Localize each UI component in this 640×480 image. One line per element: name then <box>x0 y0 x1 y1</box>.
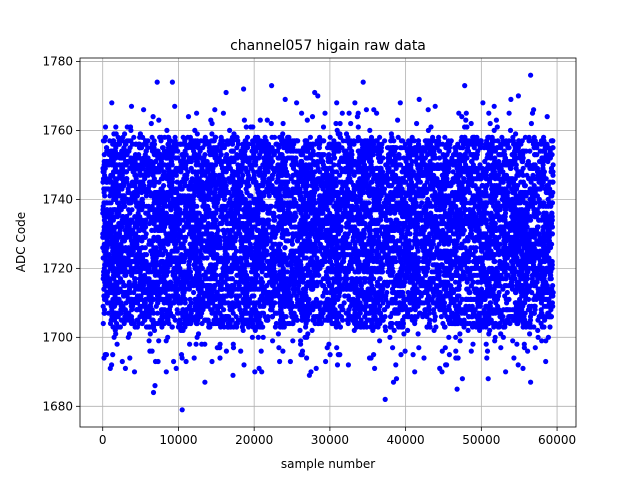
data-point <box>442 134 448 140</box>
data-point <box>550 145 556 151</box>
data-point <box>522 134 529 140</box>
data-point <box>363 200 369 206</box>
data-point <box>429 269 435 275</box>
data-point <box>278 307 284 313</box>
data-point <box>272 134 278 140</box>
data-point <box>249 293 255 299</box>
data-point <box>412 189 418 196</box>
data-point <box>377 134 383 140</box>
data-point <box>131 134 137 140</box>
data-point <box>132 214 138 220</box>
data-point <box>221 307 227 313</box>
data-point <box>185 134 191 140</box>
data-point <box>223 286 229 292</box>
data-point <box>449 258 455 265</box>
data-point <box>415 138 422 144</box>
data-point <box>149 134 155 140</box>
data-point <box>102 193 108 199</box>
data-point <box>336 179 343 185</box>
data-point <box>535 224 541 230</box>
data-point <box>538 300 545 306</box>
data-point <box>128 258 134 265</box>
data-point <box>204 255 210 261</box>
data-point <box>331 138 337 144</box>
data-point <box>522 183 529 189</box>
data-point <box>114 320 120 327</box>
data-point <box>191 289 197 296</box>
data-point <box>351 141 357 147</box>
data-point <box>266 224 272 230</box>
data-point <box>337 172 343 178</box>
data-point <box>102 310 108 316</box>
data-point <box>107 320 114 327</box>
data-point <box>106 310 112 316</box>
data-point <box>427 317 433 323</box>
data-point <box>527 148 533 154</box>
data-point <box>327 134 333 140</box>
data-point <box>376 238 382 244</box>
data-point <box>123 169 129 175</box>
data-point <box>436 155 443 161</box>
data-point <box>448 138 454 144</box>
data-point <box>229 276 235 282</box>
data-point <box>159 324 165 330</box>
data-point <box>304 148 311 154</box>
data-point <box>424 179 430 185</box>
data-point <box>430 289 436 296</box>
data-point <box>187 296 193 302</box>
data-point <box>398 162 404 168</box>
data-point <box>341 300 347 306</box>
data-point <box>450 169 456 175</box>
data-point <box>431 310 437 316</box>
data-point <box>289 320 295 327</box>
data-point <box>204 158 210 165</box>
data-point <box>495 138 501 144</box>
data-point <box>401 155 407 161</box>
data-point <box>217 220 223 227</box>
data-point <box>237 214 244 220</box>
data-point <box>174 179 180 185</box>
data-point <box>154 310 161 316</box>
data-point <box>101 169 107 175</box>
data-points <box>100 72 556 413</box>
data-point <box>387 314 394 320</box>
data-point <box>446 145 453 151</box>
data-point <box>293 293 300 299</box>
